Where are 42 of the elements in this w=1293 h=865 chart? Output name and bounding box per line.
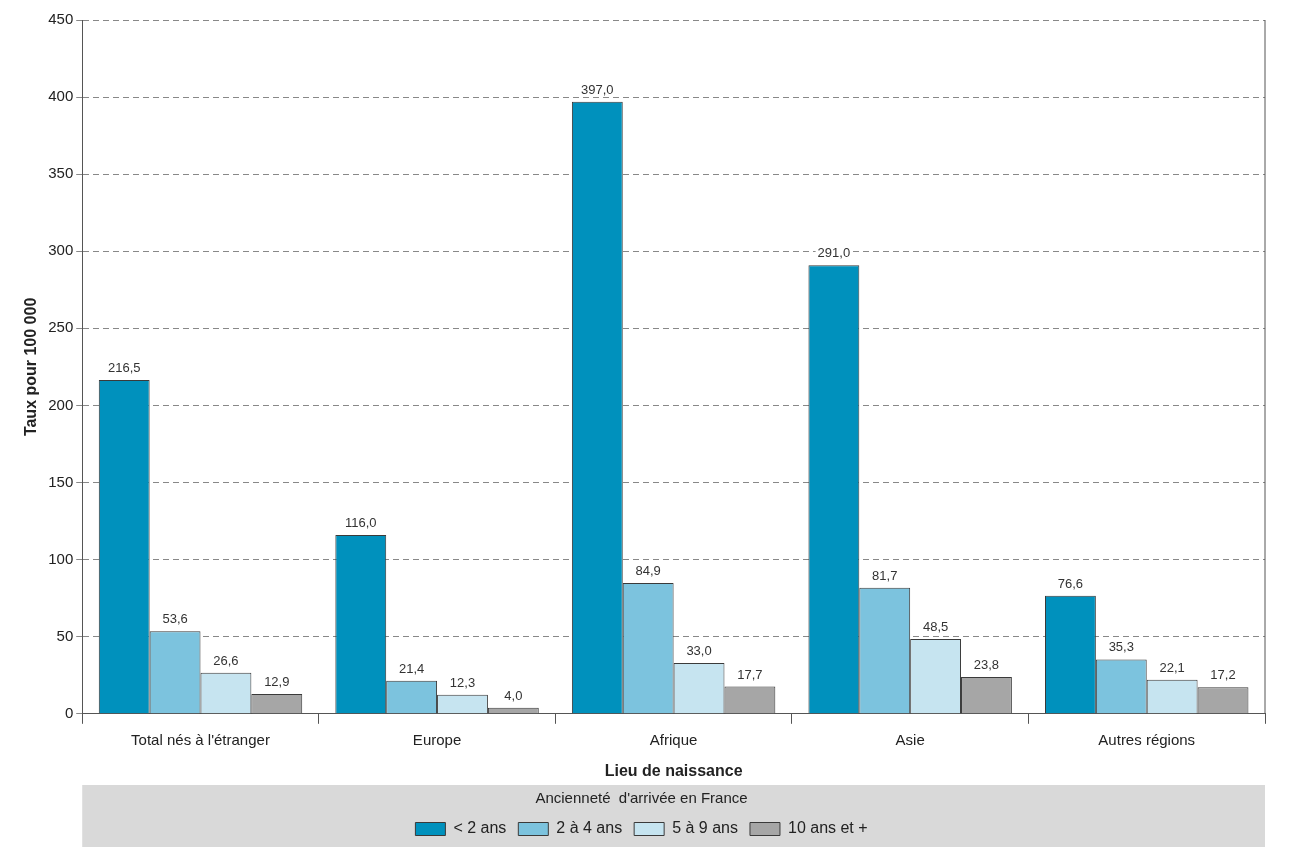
data-label: 35,3 bbox=[1108, 639, 1134, 655]
y-axis-title: Taux pour 100 000 bbox=[22, 297, 40, 437]
data-label: 116,0 bbox=[344, 515, 377, 531]
data-label: 397,0 bbox=[581, 81, 614, 97]
x-tick-label: Asie bbox=[895, 730, 925, 748]
data-label: 17,2 bbox=[1210, 667, 1236, 683]
data-label: 23,8 bbox=[973, 657, 1000, 673]
y-tick-label: 400 bbox=[48, 87, 74, 105]
y-tick-label: 0 bbox=[64, 703, 74, 721]
y-tick-label: 250 bbox=[48, 318, 74, 336]
data-label: 76,6 bbox=[1057, 575, 1084, 591]
x-axis-title: Lieu de naissance bbox=[604, 761, 743, 779]
legend-title: Ancienneté d'arrivée en France bbox=[535, 788, 748, 806]
x-tick-label: Europe bbox=[412, 730, 462, 748]
data-label: 84,9 bbox=[635, 562, 661, 578]
data-label: 48,5 bbox=[922, 619, 949, 635]
y-tick-label: 450 bbox=[48, 10, 74, 28]
data-label: 21,4 bbox=[398, 660, 425, 676]
y-tick-label: 100 bbox=[48, 549, 74, 567]
legend-label: < 2 ans bbox=[453, 819, 507, 837]
y-tick-label: 150 bbox=[48, 472, 74, 490]
y-tick-label: 350 bbox=[48, 164, 74, 182]
y-tick-label: 200 bbox=[48, 395, 74, 413]
data-label: 26,6 bbox=[213, 652, 239, 668]
data-label: 81,7 bbox=[872, 567, 898, 583]
data-label: 216,5 bbox=[107, 360, 141, 376]
y-tick-label: 300 bbox=[48, 241, 74, 259]
data-label: 53,6 bbox=[162, 611, 188, 627]
data-label: 22,1 bbox=[1159, 659, 1185, 675]
data-label: 12,9 bbox=[264, 673, 290, 689]
legend-label: 5 à 9 ans bbox=[672, 819, 738, 837]
x-tick-label: Afrique bbox=[649, 730, 698, 748]
data-label: 17,7 bbox=[737, 666, 763, 682]
data-label: 4,0 bbox=[504, 687, 523, 703]
data-label: 33,0 bbox=[686, 643, 712, 658]
legend-label: 10 ans et + bbox=[787, 819, 868, 837]
y-tick-label: 50 bbox=[56, 626, 74, 644]
x-tick-label: Autres régions bbox=[1098, 730, 1196, 748]
data-label: 12,3 bbox=[449, 674, 476, 690]
data-label: 291,0 bbox=[817, 245, 851, 261]
legend-label: 2 à 4 ans bbox=[556, 819, 623, 837]
x-tick-label: Total nés à l'étranger bbox=[131, 730, 270, 748]
